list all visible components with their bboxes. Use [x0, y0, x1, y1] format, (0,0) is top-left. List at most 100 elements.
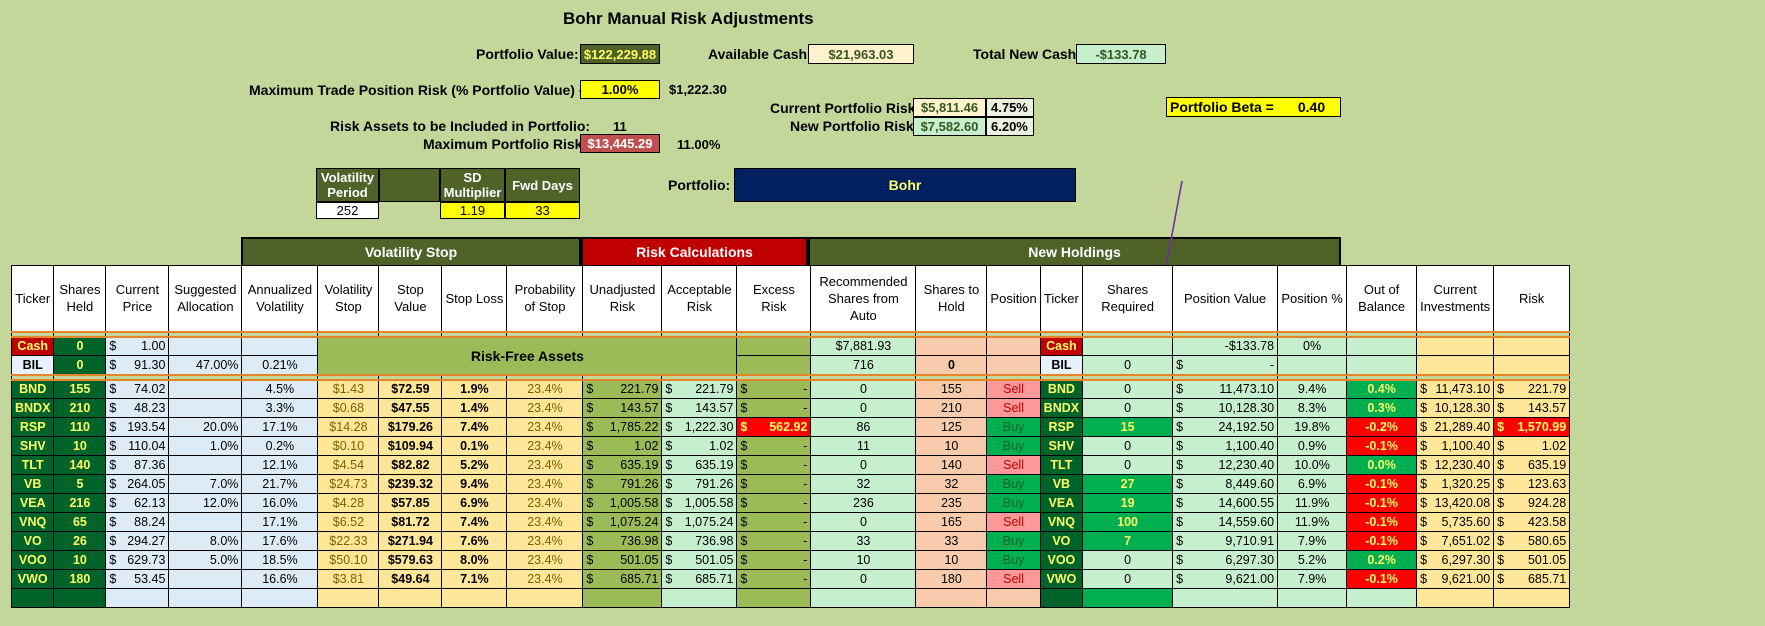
shares-held-cell[interactable]: 110 [53, 417, 107, 437]
excess-risk-cell: $ - [736, 569, 812, 589]
current-price-cell: $1.00 [105, 336, 170, 356]
column-header: Risk [1493, 265, 1571, 332]
unadjusted-risk-cell: $1,075.24 [582, 512, 663, 532]
shares-required-cell[interactable]: 19 [1082, 493, 1174, 513]
suggested-allocation-cell[interactable]: 12.0% [168, 493, 243, 513]
position-cell: Sell [986, 379, 1041, 399]
position-pct-cell: 7.9% [1277, 569, 1348, 589]
unadjusted-risk-cell: $736.98 [582, 531, 663, 551]
max-trade-risk-input[interactable]: 1.00% [580, 80, 660, 99]
suggested-allocation-cell[interactable] [168, 379, 243, 399]
portfolio-name[interactable]: Bohr [734, 168, 1076, 202]
ticker-cell[interactable]: VWO [10, 569, 55, 589]
total-new-cash-value[interactable]: -$133.78 [1076, 44, 1166, 64]
ticker-cell[interactable]: VNQ [10, 512, 55, 532]
shares-held-cell[interactable]: 0 [53, 355, 107, 375]
shares-required-cell[interactable]: 27 [1082, 474, 1174, 494]
shares-held-cell[interactable]: 210 [53, 398, 107, 418]
ticker2-cell: BND [1039, 379, 1084, 399]
stop-loss-cell: 0.1% [441, 436, 508, 456]
suggested-allocation-cell[interactable] [168, 398, 243, 418]
fwd-days-value[interactable]: 33 [505, 202, 580, 219]
ticker-cell[interactable]: Cash [10, 336, 55, 356]
current-price-cell: $193.54 [105, 417, 170, 437]
shares-to-hold-cell[interactable]: 155 [915, 379, 988, 399]
shares-required-cell[interactable] [1082, 336, 1174, 356]
shares-required-cell[interactable]: 0 [1082, 436, 1174, 456]
shares-held-cell[interactable]: 180 [53, 569, 107, 589]
shares-required-cell[interactable]: 0 [1082, 398, 1174, 418]
ticker-cell[interactable]: SHV [10, 436, 55, 456]
shares-to-hold-cell[interactable]: 140 [915, 455, 988, 475]
ticker-cell[interactable]: BNDX [10, 398, 55, 418]
position-value-cell: $1,100.40 [1172, 436, 1279, 456]
shares-held-cell[interactable]: 5 [53, 474, 107, 494]
acceptable-risk-cell: $1,005.58 [661, 493, 738, 513]
asset-row: BNDX 210 $48.23 3.3% $0.68 $47.55 1.4% 23.4% $14… [10, 398, 1571, 418]
stop-loss-cell: 7.6% [441, 531, 508, 551]
stop-value-cell: $57.85 [378, 493, 443, 513]
shares-to-hold-cell[interactable]: 33 [915, 531, 988, 551]
shares-held-cell[interactable]: 0 [53, 336, 107, 356]
shares-held-cell[interactable]: 155 [53, 379, 107, 399]
shares-held-cell[interactable]: 10 [53, 436, 107, 456]
shares-to-hold-cell[interactable]: 10 [915, 550, 988, 570]
shares-required-cell[interactable]: 0 [1082, 355, 1174, 375]
shares-required-cell[interactable]: 100 [1082, 512, 1174, 532]
current-investments-cell [1416, 336, 1495, 356]
ticker-cell[interactable]: VOO [10, 550, 55, 570]
ticker-cell[interactable]: RSP [10, 417, 55, 437]
ticker-cell[interactable]: VEA [10, 493, 55, 513]
acceptable-risk-cell: $736.98 [661, 531, 738, 551]
volatility-stop-cell: $1.43 [317, 379, 380, 399]
shares-to-hold-cell[interactable]: 210 [915, 398, 988, 418]
shares-required-cell[interactable]: 0 [1082, 455, 1174, 475]
probability-of-stop-cell: 23.4% [506, 493, 584, 513]
suggested-allocation-cell[interactable]: 8.0% [168, 531, 243, 551]
risk-cell: $1,570.99 [1493, 417, 1571, 437]
sd-multiplier-value[interactable]: 1.19 [440, 202, 505, 219]
ticker-cell[interactable]: BND [10, 379, 55, 399]
column-header: Position [986, 265, 1041, 332]
suggested-allocation-cell[interactable] [168, 455, 243, 475]
empty-cell [378, 588, 443, 608]
shares-to-hold-cell[interactable] [915, 336, 988, 356]
shares-held-cell[interactable]: 216 [53, 493, 107, 513]
column-header: Shares to Hold [915, 265, 988, 332]
shares-required-cell[interactable]: 15 [1082, 417, 1174, 437]
shares-to-hold-cell[interactable]: 180 [915, 569, 988, 589]
shares-to-hold-cell[interactable]: 10 [915, 436, 988, 456]
shares-held-cell[interactable]: 10 [53, 550, 107, 570]
suggested-allocation-cell[interactable]: 47.00% [168, 355, 243, 375]
suggested-allocation-cell[interactable] [168, 336, 243, 356]
suggested-allocation-cell[interactable]: 7.0% [168, 474, 243, 494]
shares-to-hold-cell[interactable]: 0 [915, 355, 988, 375]
risk-cell: $685.71 [1493, 569, 1571, 589]
suggested-allocation-cell[interactable]: 20.0% [168, 417, 243, 437]
shares-required-cell[interactable]: 0 [1082, 379, 1174, 399]
ticker-cell[interactable]: VO [10, 531, 55, 551]
available-cash-value[interactable]: $21,963.03 [808, 44, 914, 64]
shares-required-cell[interactable]: 0 [1082, 569, 1174, 589]
column-header: Acceptable Risk [661, 265, 738, 332]
suggested-allocation-cell[interactable] [168, 512, 243, 532]
ticker-cell[interactable]: TLT [10, 455, 55, 475]
portfolio-value[interactable]: $122,229.88 [580, 44, 660, 64]
vol-period-value[interactable]: 252 [316, 202, 379, 219]
shares-to-hold-cell[interactable]: 32 [915, 474, 988, 494]
ticker-cell[interactable]: VB [10, 474, 55, 494]
suggested-allocation-cell[interactable] [168, 569, 243, 589]
shares-required-cell[interactable]: 0 [1082, 550, 1174, 570]
stop-loss-cell: 7.4% [441, 417, 508, 437]
shares-held-cell[interactable]: 65 [53, 512, 107, 532]
suggested-allocation-cell[interactable]: 5.0% [168, 550, 243, 570]
suggested-allocation-cell[interactable]: 1.0% [168, 436, 243, 456]
shares-held-cell[interactable]: 26 [53, 531, 107, 551]
empty-cell [1172, 588, 1279, 608]
shares-held-cell[interactable]: 140 [53, 455, 107, 475]
shares-to-hold-cell[interactable]: 235 [915, 493, 988, 513]
shares-to-hold-cell[interactable]: 125 [915, 417, 988, 437]
ticker-cell[interactable]: BIL [10, 355, 55, 375]
shares-to-hold-cell[interactable]: 165 [915, 512, 988, 532]
shares-required-cell[interactable]: 7 [1082, 531, 1174, 551]
